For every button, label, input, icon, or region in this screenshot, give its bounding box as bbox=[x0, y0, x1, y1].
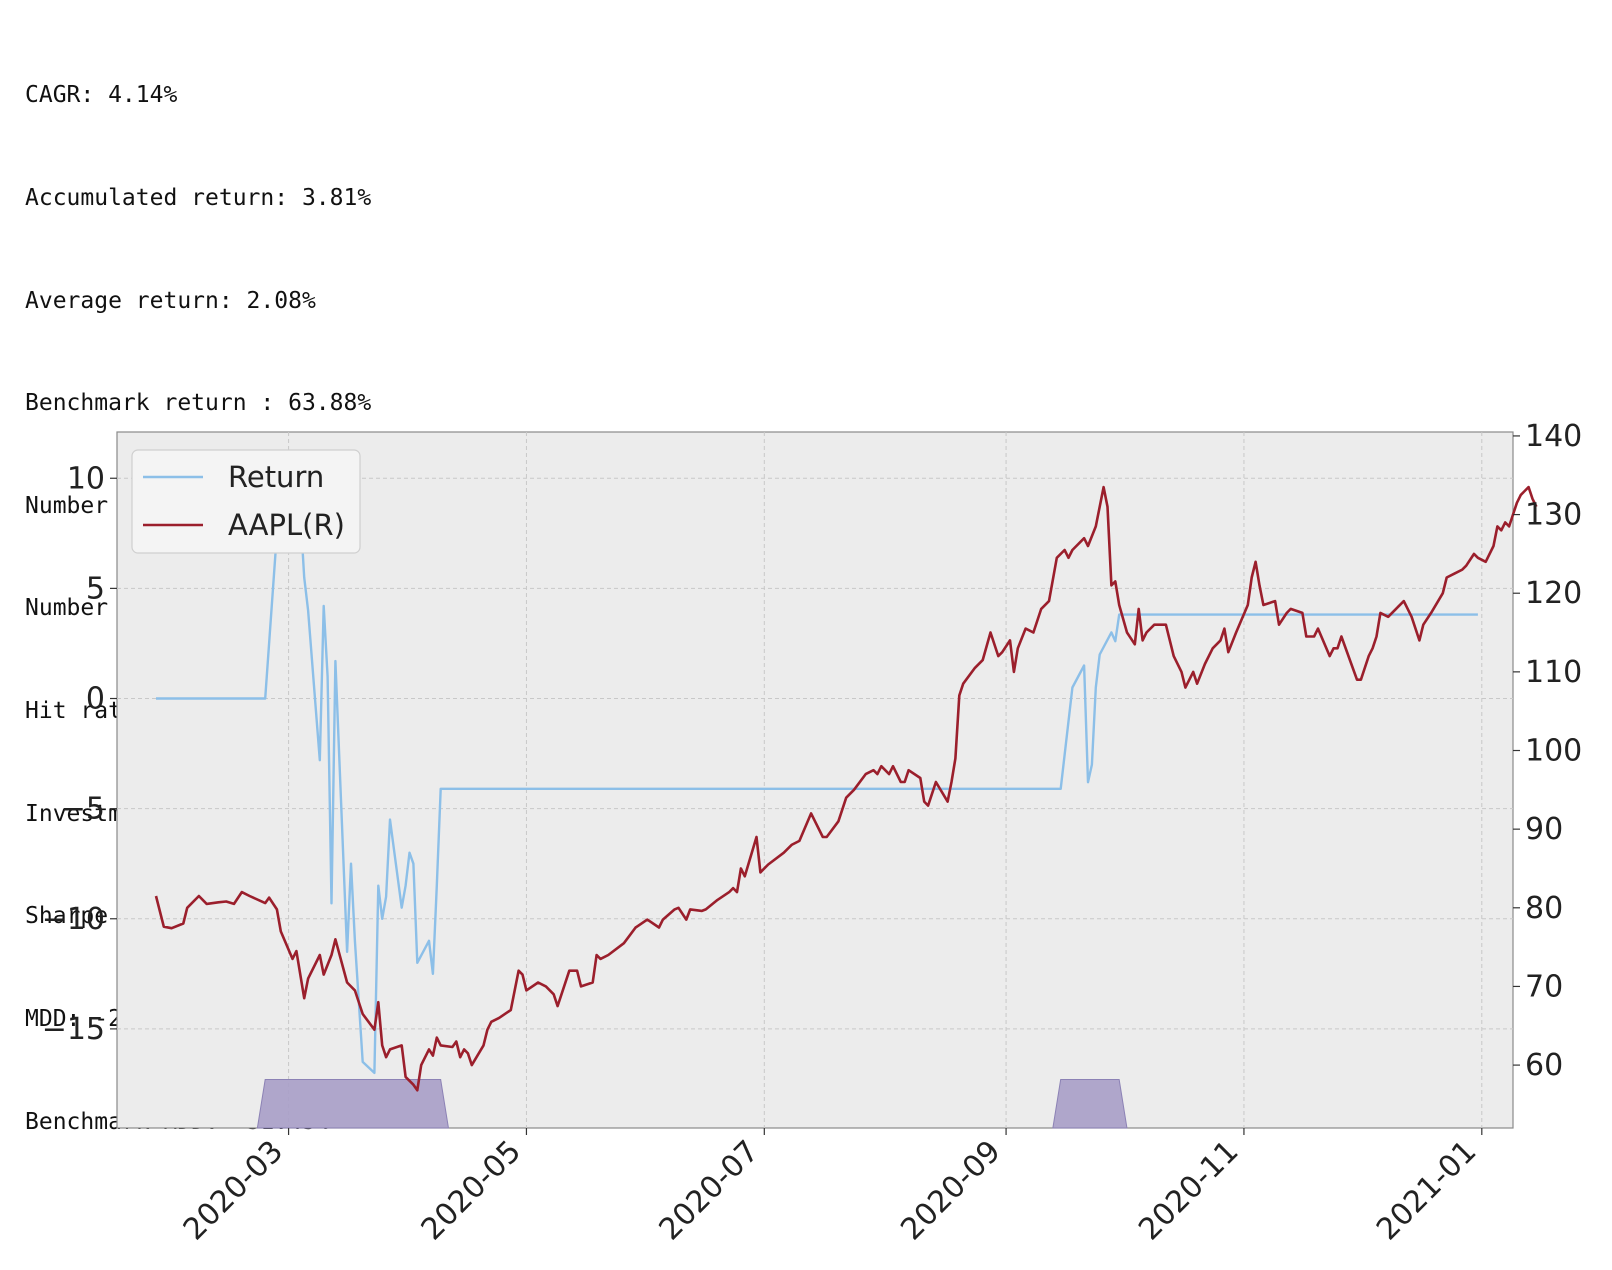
x-tick-label: 2020-03 bbox=[177, 1134, 290, 1247]
y-left-tick-label: 0 bbox=[86, 682, 105, 717]
legend-label-aapl: AAPL(R) bbox=[228, 508, 345, 542]
y-right-tick-label: 90 bbox=[1525, 812, 1563, 847]
aapl-line bbox=[154, 485, 1538, 1092]
y-right-tick-label: 70 bbox=[1525, 969, 1563, 1004]
x-tick-label: 2020-07 bbox=[653, 1134, 766, 1247]
x-tick-label: 2021-01 bbox=[1370, 1134, 1483, 1247]
stat-cagr: CAGR: 4.14% bbox=[25, 82, 178, 109]
y-right-tick-label: 130 bbox=[1525, 498, 1582, 533]
x-tick-label: 2020-05 bbox=[415, 1134, 528, 1247]
stat-benchmark-return: Benchmark return : 63.88% bbox=[25, 390, 372, 417]
legend: Return AAPL(R) bbox=[131, 449, 361, 554]
x-tick-label: 2020-11 bbox=[1132, 1134, 1245, 1247]
series-lines bbox=[154, 477, 1538, 1092]
y-right-tick-label: 110 bbox=[1525, 655, 1582, 690]
y-right-tick-label: 60 bbox=[1525, 1048, 1563, 1083]
y-right-tick-label: 80 bbox=[1525, 891, 1563, 926]
y-left-tick-label: 10 bbox=[67, 461, 105, 496]
return-line bbox=[156, 477, 1478, 1075]
holding-periods bbox=[256, 1079, 1128, 1129]
stat-average-return: Average return: 2.08% bbox=[25, 287, 316, 314]
y-left-tick-label: −5 bbox=[61, 792, 105, 827]
y-right-tick-label: 140 bbox=[1525, 419, 1582, 454]
stat-accumulated-return: Accumulated return: 3.81% bbox=[25, 185, 372, 212]
y-right-tick-label: 120 bbox=[1525, 576, 1582, 611]
y-right-tick-label: 100 bbox=[1525, 734, 1582, 769]
legend-label-return: Return bbox=[228, 460, 324, 494]
holding-period-area bbox=[256, 1079, 450, 1129]
y-left-tick-label: −15 bbox=[42, 1012, 105, 1047]
holding-period-area bbox=[1052, 1079, 1128, 1129]
y-left-tick-label: −10 bbox=[42, 902, 105, 937]
y-left-tick-label: 5 bbox=[86, 571, 105, 606]
x-tick-label: 2020-09 bbox=[894, 1134, 1007, 1247]
